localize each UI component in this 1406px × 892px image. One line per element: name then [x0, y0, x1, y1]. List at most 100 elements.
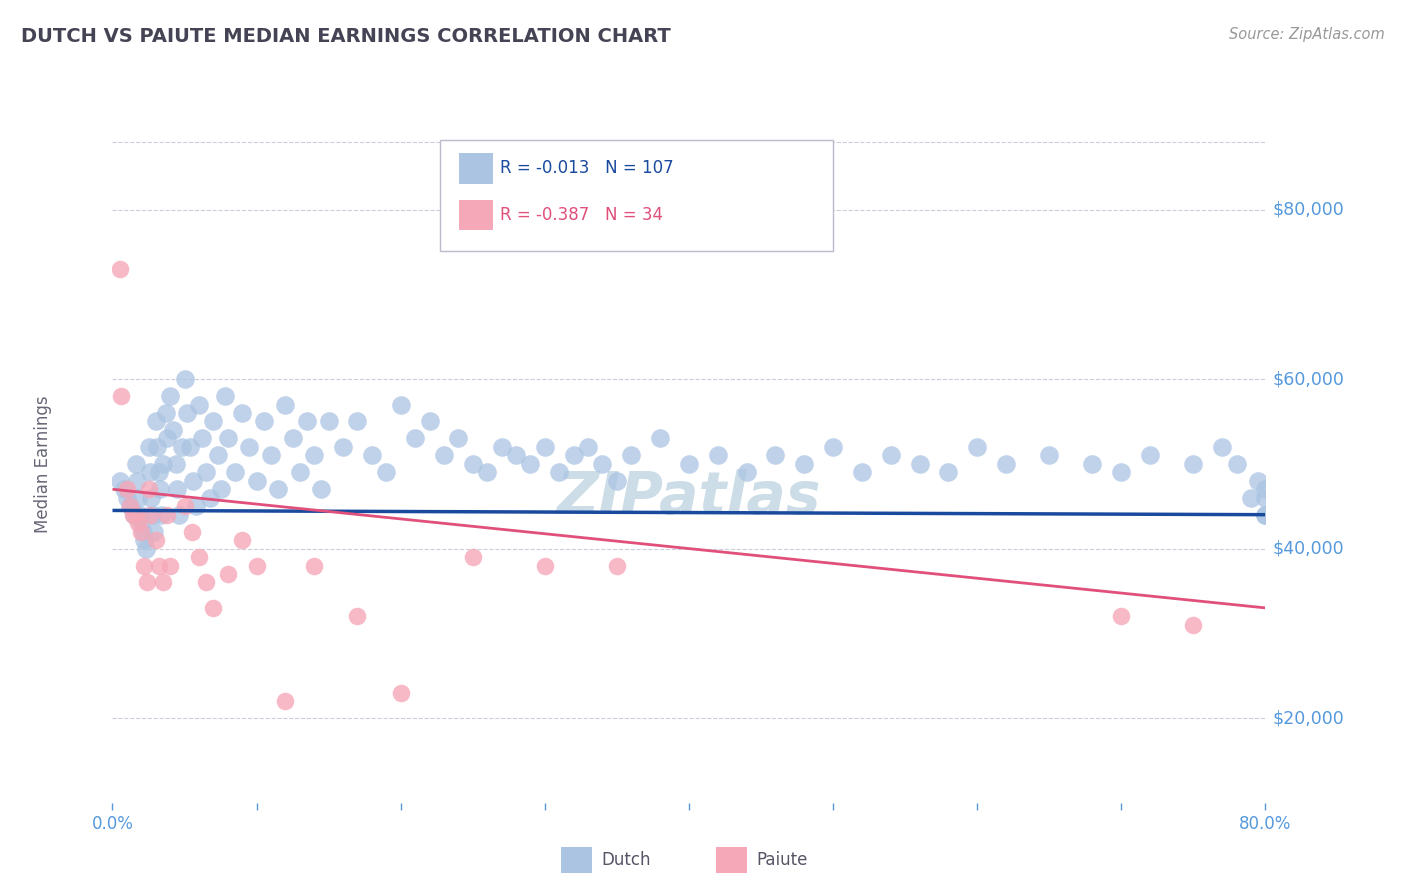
Point: [821, 440, 844, 454]
Point: [132, 524, 155, 539]
Point: [461, 549, 484, 565]
Point: [735, 466, 758, 480]
Point: [108, 261, 131, 276]
Text: Paiute: Paiute: [756, 851, 808, 869]
Point: [1111, 609, 1133, 624]
Point: [765, 448, 787, 462]
Point: [128, 508, 150, 522]
Point: [706, 448, 728, 462]
Point: [134, 533, 156, 547]
Text: DUTCH VS PAIUTE MEDIAN EARNINGS CORRELATION CHART: DUTCH VS PAIUTE MEDIAN EARNINGS CORRELAT…: [21, 27, 671, 45]
Point: [404, 432, 426, 446]
Text: $20,000: $20,000: [1272, 709, 1344, 727]
Point: [118, 499, 141, 513]
Text: R = -0.013   N = 107: R = -0.013 N = 107: [501, 160, 673, 178]
Point: [162, 423, 184, 437]
Point: [124, 457, 146, 471]
Text: $40,000: $40,000: [1272, 540, 1344, 558]
Point: [167, 508, 190, 522]
Point: [181, 474, 204, 488]
Text: ZIPatlas: ZIPatlas: [557, 469, 821, 526]
Point: [166, 482, 188, 496]
Point: [1081, 457, 1104, 471]
Point: [238, 440, 260, 454]
Point: [148, 466, 170, 480]
Point: [793, 457, 815, 471]
Point: [214, 389, 236, 403]
Point: [200, 491, 222, 505]
Text: Dutch: Dutch: [602, 851, 651, 869]
Point: [145, 414, 167, 428]
Point: [179, 440, 201, 454]
Point: [505, 448, 527, 462]
Point: [155, 406, 177, 420]
Point: [267, 482, 290, 496]
Point: [148, 558, 170, 573]
Text: R = -0.387   N = 34: R = -0.387 N = 34: [501, 206, 664, 224]
Point: [159, 389, 181, 403]
Point: [156, 508, 179, 522]
Point: [156, 432, 179, 446]
Point: [533, 558, 555, 573]
Point: [548, 466, 571, 480]
Point: [433, 448, 456, 462]
Point: [136, 575, 159, 590]
Point: [389, 685, 412, 699]
Point: [142, 508, 165, 522]
Point: [1254, 491, 1277, 505]
Point: [159, 558, 181, 573]
Point: [1240, 491, 1263, 505]
Point: [1254, 508, 1277, 522]
Point: [648, 432, 672, 446]
Point: [678, 457, 700, 471]
Point: [245, 474, 267, 488]
Point: [576, 440, 599, 454]
Point: [110, 389, 132, 403]
Point: [224, 466, 246, 480]
Point: [274, 694, 297, 708]
Point: [139, 466, 162, 480]
Point: [188, 397, 211, 411]
Point: [129, 516, 153, 530]
Point: [127, 491, 149, 505]
Point: [125, 474, 148, 488]
Text: Median Earnings: Median Earnings: [34, 395, 52, 533]
Point: [1182, 617, 1205, 632]
Point: [1211, 440, 1233, 454]
Point: [127, 516, 149, 530]
Point: [360, 448, 382, 462]
Point: [1139, 448, 1161, 462]
Point: [253, 414, 276, 428]
Point: [143, 524, 166, 539]
Point: [202, 601, 225, 615]
Point: [332, 440, 354, 454]
Point: [121, 508, 143, 522]
Point: [966, 440, 988, 454]
Point: [346, 609, 368, 624]
Point: [180, 524, 202, 539]
Point: [533, 440, 555, 454]
Text: $80,000: $80,000: [1272, 201, 1344, 219]
Point: [562, 448, 585, 462]
Point: [1247, 474, 1270, 488]
Point: [908, 457, 931, 471]
Point: [231, 406, 253, 420]
Point: [139, 508, 162, 522]
Point: [202, 414, 225, 428]
Point: [138, 440, 160, 454]
Point: [1254, 482, 1277, 496]
Point: [112, 482, 135, 496]
Point: [173, 499, 195, 513]
Point: [173, 372, 195, 386]
Point: [170, 440, 193, 454]
Point: [122, 508, 145, 522]
Point: [165, 457, 187, 471]
Point: [274, 397, 297, 411]
Point: [389, 397, 412, 411]
Point: [135, 541, 157, 556]
Point: [318, 414, 340, 428]
Point: [129, 524, 153, 539]
Point: [124, 508, 146, 522]
Point: [149, 482, 172, 496]
Point: [134, 558, 156, 573]
